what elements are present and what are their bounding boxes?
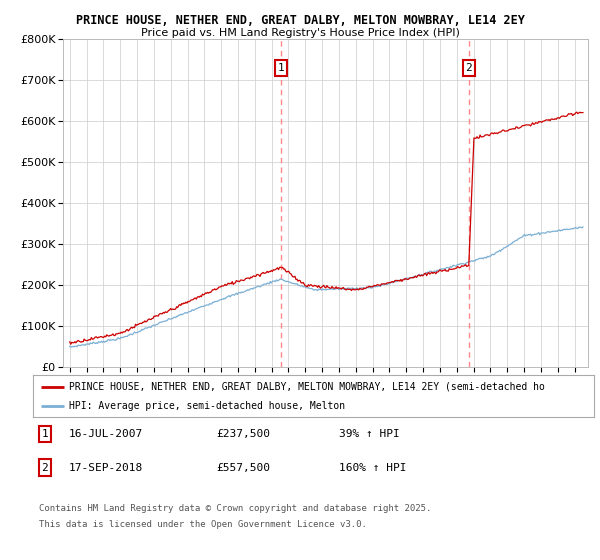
Text: 2: 2 — [466, 63, 472, 73]
Text: This data is licensed under the Open Government Licence v3.0.: This data is licensed under the Open Gov… — [39, 520, 367, 529]
Text: £237,500: £237,500 — [216, 429, 270, 439]
Text: PRINCE HOUSE, NETHER END, GREAT DALBY, MELTON MOWBRAY, LE14 2EY: PRINCE HOUSE, NETHER END, GREAT DALBY, M… — [76, 14, 524, 27]
Text: 2: 2 — [41, 463, 49, 473]
Text: 39% ↑ HPI: 39% ↑ HPI — [339, 429, 400, 439]
Text: 17-SEP-2018: 17-SEP-2018 — [69, 463, 143, 473]
Text: £557,500: £557,500 — [216, 463, 270, 473]
Text: PRINCE HOUSE, NETHER END, GREAT DALBY, MELTON MOWBRAY, LE14 2EY (semi-detached h: PRINCE HOUSE, NETHER END, GREAT DALBY, M… — [70, 381, 545, 391]
Text: 160% ↑ HPI: 160% ↑ HPI — [339, 463, 407, 473]
Text: 1: 1 — [41, 429, 49, 439]
Text: Price paid vs. HM Land Registry's House Price Index (HPI): Price paid vs. HM Land Registry's House … — [140, 28, 460, 38]
Text: 1: 1 — [277, 63, 284, 73]
Text: HPI: Average price, semi-detached house, Melton: HPI: Average price, semi-detached house,… — [70, 401, 346, 411]
Text: Contains HM Land Registry data © Crown copyright and database right 2025.: Contains HM Land Registry data © Crown c… — [39, 504, 431, 513]
Text: 16-JUL-2007: 16-JUL-2007 — [69, 429, 143, 439]
